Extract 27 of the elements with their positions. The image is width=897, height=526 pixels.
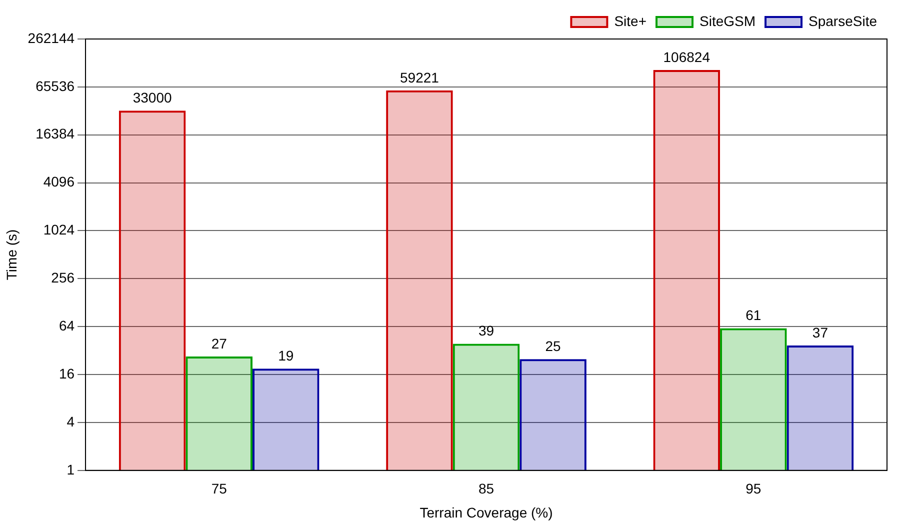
data-label: 37	[812, 324, 828, 340]
data-label: 61	[746, 307, 762, 324]
x-tick-label: 75	[211, 480, 228, 497]
data-label: 59221	[400, 69, 440, 86]
data-label: 39	[478, 322, 494, 339]
y-tick-label: 16	[58, 365, 75, 382]
x-axis-title: Terrain Coverage (%)	[420, 504, 553, 520]
y-tick-label: 16384	[36, 126, 75, 142]
y-tick-label: 64	[58, 317, 75, 334]
y-tick-label: 65536	[36, 78, 75, 94]
data-label: 33000	[132, 90, 172, 106]
x-tick-label: 85	[478, 480, 494, 497]
legend-label: SparseSite	[808, 12, 878, 29]
y-tick-label: 256	[51, 270, 75, 286]
y-tick-label: 4096	[43, 174, 75, 190]
data-label: 25	[545, 338, 562, 354]
legend-label: SiteGSM	[700, 12, 756, 29]
y-tick-label: 4	[66, 413, 75, 430]
y-tick-label: 1	[66, 461, 75, 478]
data-label: 106824	[663, 48, 710, 65]
y-tick-label: 262144	[28, 30, 75, 46]
x-tick-label: 95	[746, 480, 762, 497]
data-label: 27	[211, 335, 228, 352]
y-axis-title: Time (s)	[3, 229, 20, 280]
y-tick-label: 1024	[43, 222, 75, 238]
legend-label: Site+	[614, 12, 647, 29]
data-label: 19	[278, 347, 294, 364]
